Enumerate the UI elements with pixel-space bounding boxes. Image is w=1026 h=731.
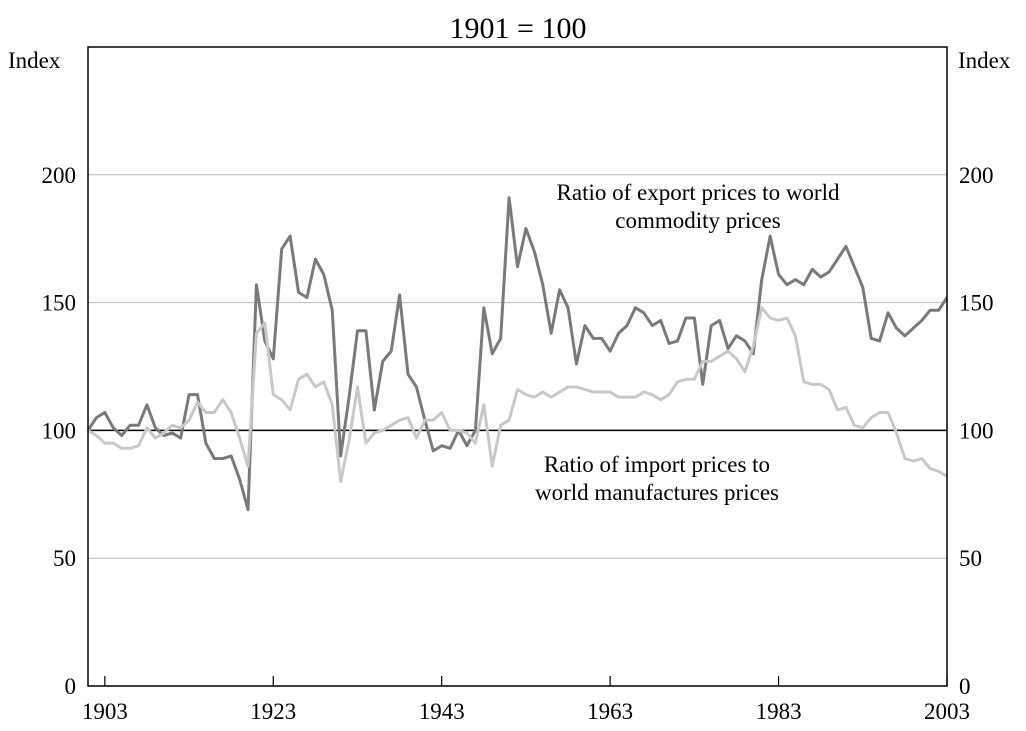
x-tick-label: 1983: [756, 699, 802, 724]
x-tick-label: 1923: [250, 699, 296, 724]
y2-axis-label: Index: [958, 48, 1011, 73]
y-axis-label: Index: [8, 48, 61, 73]
annotation: world manufactures prices: [535, 480, 779, 505]
y-tick-label: 0: [65, 674, 77, 699]
series-line: [86, 196, 949, 512]
y2-tick-label: 150: [959, 291, 994, 316]
y-tick-label: 150: [42, 291, 77, 316]
annotation: Ratio of import prices to: [544, 452, 770, 477]
plot-frame: [87, 46, 948, 687]
y-tick-label: 100: [42, 418, 77, 443]
x-tick-label: 1943: [419, 699, 465, 724]
y-tick-label: 50: [53, 546, 76, 571]
x-tick-label: 1963: [587, 699, 633, 724]
y2-tick-label: 100: [959, 418, 994, 443]
y2-tick-label: 50: [959, 546, 982, 571]
x-tick-label: 2003: [924, 699, 970, 724]
y-tick-label: 200: [42, 163, 77, 188]
chart-title: 1901 = 100: [450, 12, 587, 45]
y2-tick-label: 0: [959, 674, 971, 699]
annotation: Ratio of export prices to world: [557, 180, 840, 205]
series-line: [87, 306, 948, 484]
y2-tick-label: 200: [959, 163, 994, 188]
annotation: commodity prices: [615, 208, 780, 233]
x-tick-label: 1903: [82, 699, 128, 724]
